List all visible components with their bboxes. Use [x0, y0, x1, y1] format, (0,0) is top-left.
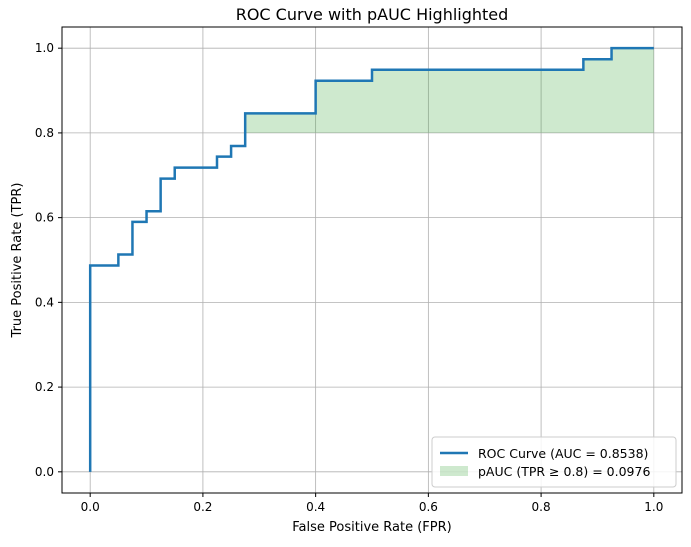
plot-frame [61, 26, 683, 494]
x-tick-label: 1.0 [644, 500, 663, 514]
roc-layer [88, 46, 654, 472]
legend: ROC Curve (AUC = 0.8538) pAUC (TPR ≥ 0.8… [431, 436, 677, 488]
x-tick-label: 0.6 [419, 500, 438, 514]
y-tick-label: 0.0 [35, 465, 54, 479]
x-axis-label: False Positive Rate (FPR) [292, 520, 451, 535]
x-ticks: 0.0 0.2 0.4 0.6 0.8 1.0 [81, 493, 663, 514]
x-tick-label: 0.4 [306, 500, 325, 514]
pauc-layer [245, 48, 654, 133]
x-tick-label: 0.2 [193, 500, 212, 514]
x-tick-label: 0.8 [532, 500, 551, 514]
legend-roc-label: ROC Curve (AUC = 0.8538) [478, 446, 648, 461]
roc-curve-line [88, 46, 654, 472]
chart-title: ROC Curve with pAUC Highlighted [236, 5, 509, 24]
y-tick-label: 0.6 [35, 211, 54, 225]
y-ticks: 0.0 0.2 0.4 0.6 0.8 1.0 [35, 41, 62, 479]
pauc-area [245, 48, 654, 133]
y-tick-label: 0.8 [35, 126, 54, 140]
legend-pauc-label: pAUC (TPR ≥ 0.8) = 0.0976 [478, 464, 650, 479]
legend-box [431, 436, 677, 488]
legend-pauc-swatch [440, 466, 468, 476]
y-axis-label: True Positive Rate (TPR) [10, 183, 25, 339]
y-tick-label: 1.0 [35, 41, 54, 55]
y-tick-label: 0.2 [35, 380, 54, 394]
y-tick-label: 0.4 [35, 295, 54, 309]
x-tick-label: 0.0 [81, 500, 100, 514]
